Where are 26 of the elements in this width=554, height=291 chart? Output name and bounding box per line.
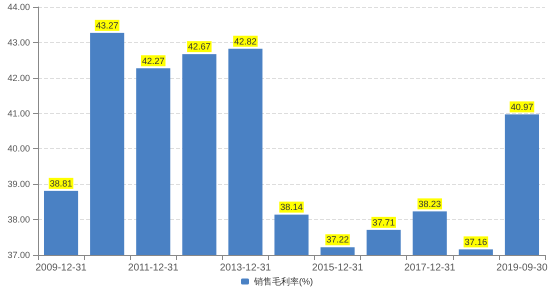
data-label: 37.16 [464, 236, 488, 247]
y-tick-label: 38.00 [7, 214, 30, 225]
y-tick-label: 41.00 [7, 108, 30, 118]
y-tick-label: 37.00 [7, 250, 30, 260]
data-label: 37.71 [372, 217, 395, 228]
data-label: 37.22 [326, 234, 349, 245]
data-label: 43.27 [96, 20, 118, 30]
x-tick-label: 2009-12-31 [35, 262, 88, 274]
x-tick-label: 2019-09-30 [496, 262, 548, 274]
legend-label: 销售毛利率(%) [253, 276, 313, 286]
x-tick-label: 2011-12-31 [128, 262, 179, 274]
data-label: 38.14 [280, 202, 303, 212]
y-tick-label: 39.00 [7, 179, 30, 190]
y-tick-label: 44.00 [7, 2, 30, 12]
y-tick-label: 43.00 [7, 37, 30, 48]
data-label: 42.67 [188, 42, 211, 52]
x-tick-label: 2013-12-31 [220, 262, 272, 274]
data-label: 40.97 [510, 102, 534, 112]
data-label: 42.82 [234, 36, 257, 46]
data-label: 42.27 [142, 56, 164, 66]
data-label: 38.81 [50, 178, 72, 188]
x-tick-label: 2017-12-31 [404, 262, 456, 274]
y-tick-label: 40.00 [7, 144, 30, 154]
y-tick-label: 42.00 [7, 72, 30, 83]
x-tick-label: 2015-12-31 [312, 262, 364, 274]
data-label: 38.23 [418, 198, 442, 209]
